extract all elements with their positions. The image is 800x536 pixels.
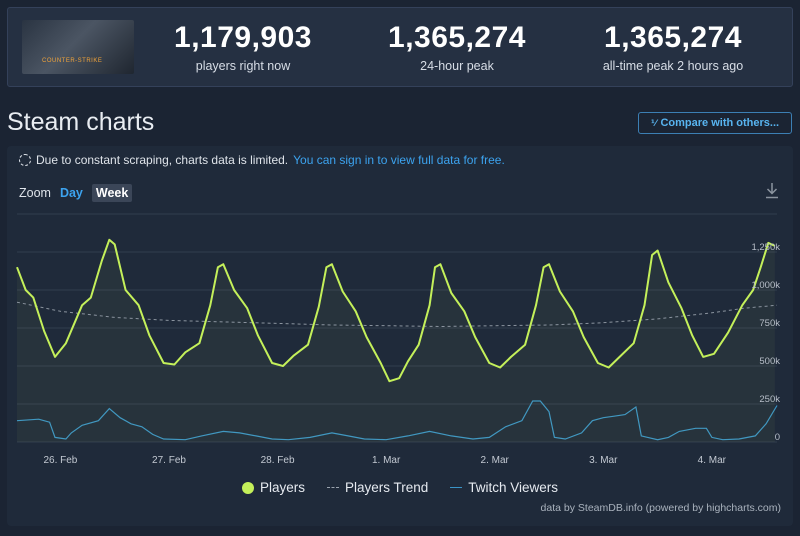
x-tick-label: 27. Feb xyxy=(152,455,186,466)
chart-legend: Players Players Trend Twitch Viewers xyxy=(7,480,793,495)
y-tick-label: 750k xyxy=(759,318,780,329)
compare-icon: ⅟ xyxy=(650,117,657,128)
zoom-controls: Zoom Day Week xyxy=(19,184,133,202)
series-layer xyxy=(16,238,778,442)
x-tick-label: 1. Mar xyxy=(372,455,401,466)
stat-label: all-time peak 2 hours ago xyxy=(602,59,744,73)
y-tick-label: 1,250k xyxy=(751,242,780,253)
stat-24h-peak: 1,365,274 24-hour peak xyxy=(372,21,542,74)
data-notice: Due to constant scraping, charts data is… xyxy=(19,153,505,167)
stat-value: 1,365,274 xyxy=(388,21,526,54)
stats-bar: COUNTER-STRIKE 1,179,903 players right n… xyxy=(7,7,793,87)
legend-item-players-trend[interactable]: Players Trend xyxy=(326,480,429,495)
legend-line-icon xyxy=(450,487,463,488)
compare-button[interactable]: ⅟ Compare with others... xyxy=(638,112,792,134)
game-logo-text: COUNTER-STRIKE xyxy=(42,58,103,64)
x-tick-label: 2. Mar xyxy=(481,455,510,466)
stat-label: players right now xyxy=(195,59,291,73)
loading-circle-icon xyxy=(19,154,31,166)
chart-panel: Due to constant scraping, charts data is… xyxy=(7,146,793,526)
stat-label: 24-hour peak xyxy=(420,59,494,73)
legend-item-twitch-viewers[interactable]: Twitch Viewers xyxy=(450,480,558,495)
legend-label: Players Trend xyxy=(344,480,429,495)
game-thumbnail[interactable]: COUNTER-STRIKE xyxy=(22,20,134,74)
x-tick-label: 3. Mar xyxy=(589,455,618,466)
legend-item-players[interactable]: Players xyxy=(241,480,305,495)
page-title: Steam charts xyxy=(7,108,155,136)
chart-credits: data by SteamDB.info (powered by highcha… xyxy=(540,502,781,514)
y-tick-label: 0 xyxy=(775,432,780,443)
zoom-week-button[interactable]: Week xyxy=(91,184,133,202)
stat-value: 1,179,903 xyxy=(174,21,312,54)
x-tick-label: 26. Feb xyxy=(43,455,77,466)
legend-dot-icon xyxy=(241,481,254,494)
series-line-players xyxy=(16,238,776,383)
stat-players-now: 1,179,903 players right now xyxy=(158,21,328,74)
y-tick-label: 500k xyxy=(759,356,780,367)
series-line-players-trend xyxy=(16,301,778,328)
y-tick-label: 1,000k xyxy=(751,280,780,291)
notice-text: Due to constant scraping, charts data is… xyxy=(36,153,289,167)
x-tick-label: 28. Feb xyxy=(261,455,295,466)
grid-lines xyxy=(17,213,777,443)
y-axis-labels: 0 250k 500k 750k 1,000k 1,250k xyxy=(751,242,780,443)
zoom-day-button[interactable]: Day xyxy=(59,186,83,200)
players-chart: 0 250k 500k 750k 1,000k 1,250k 26. Feb 27. Feb… xyxy=(16,213,780,466)
legend-label: Players xyxy=(259,480,305,495)
legend-label: Twitch Viewers xyxy=(468,480,559,495)
stat-value: 1,365,274 xyxy=(604,21,742,54)
x-tick-label: 4. Mar xyxy=(698,455,727,466)
stat-all-time-peak: 1,365,274 all-time peak 2 hours ago xyxy=(578,21,768,74)
download-icon[interactable] xyxy=(764,182,780,200)
compare-button-label: Compare with others... xyxy=(660,117,780,129)
sign-in-link[interactable]: You can sign in to view full data for fr… xyxy=(293,153,505,167)
x-axis-labels: 26. Feb 27. Feb 28. Feb 1. Mar 2. Mar 3. Mar 4… xyxy=(43,455,726,466)
legend-dash-icon xyxy=(326,487,339,488)
y-tick-label: 250k xyxy=(759,394,780,405)
zoom-label: Zoom xyxy=(19,186,51,200)
series-area-players xyxy=(17,239,775,442)
series-line-twitch-viewers xyxy=(16,400,778,441)
